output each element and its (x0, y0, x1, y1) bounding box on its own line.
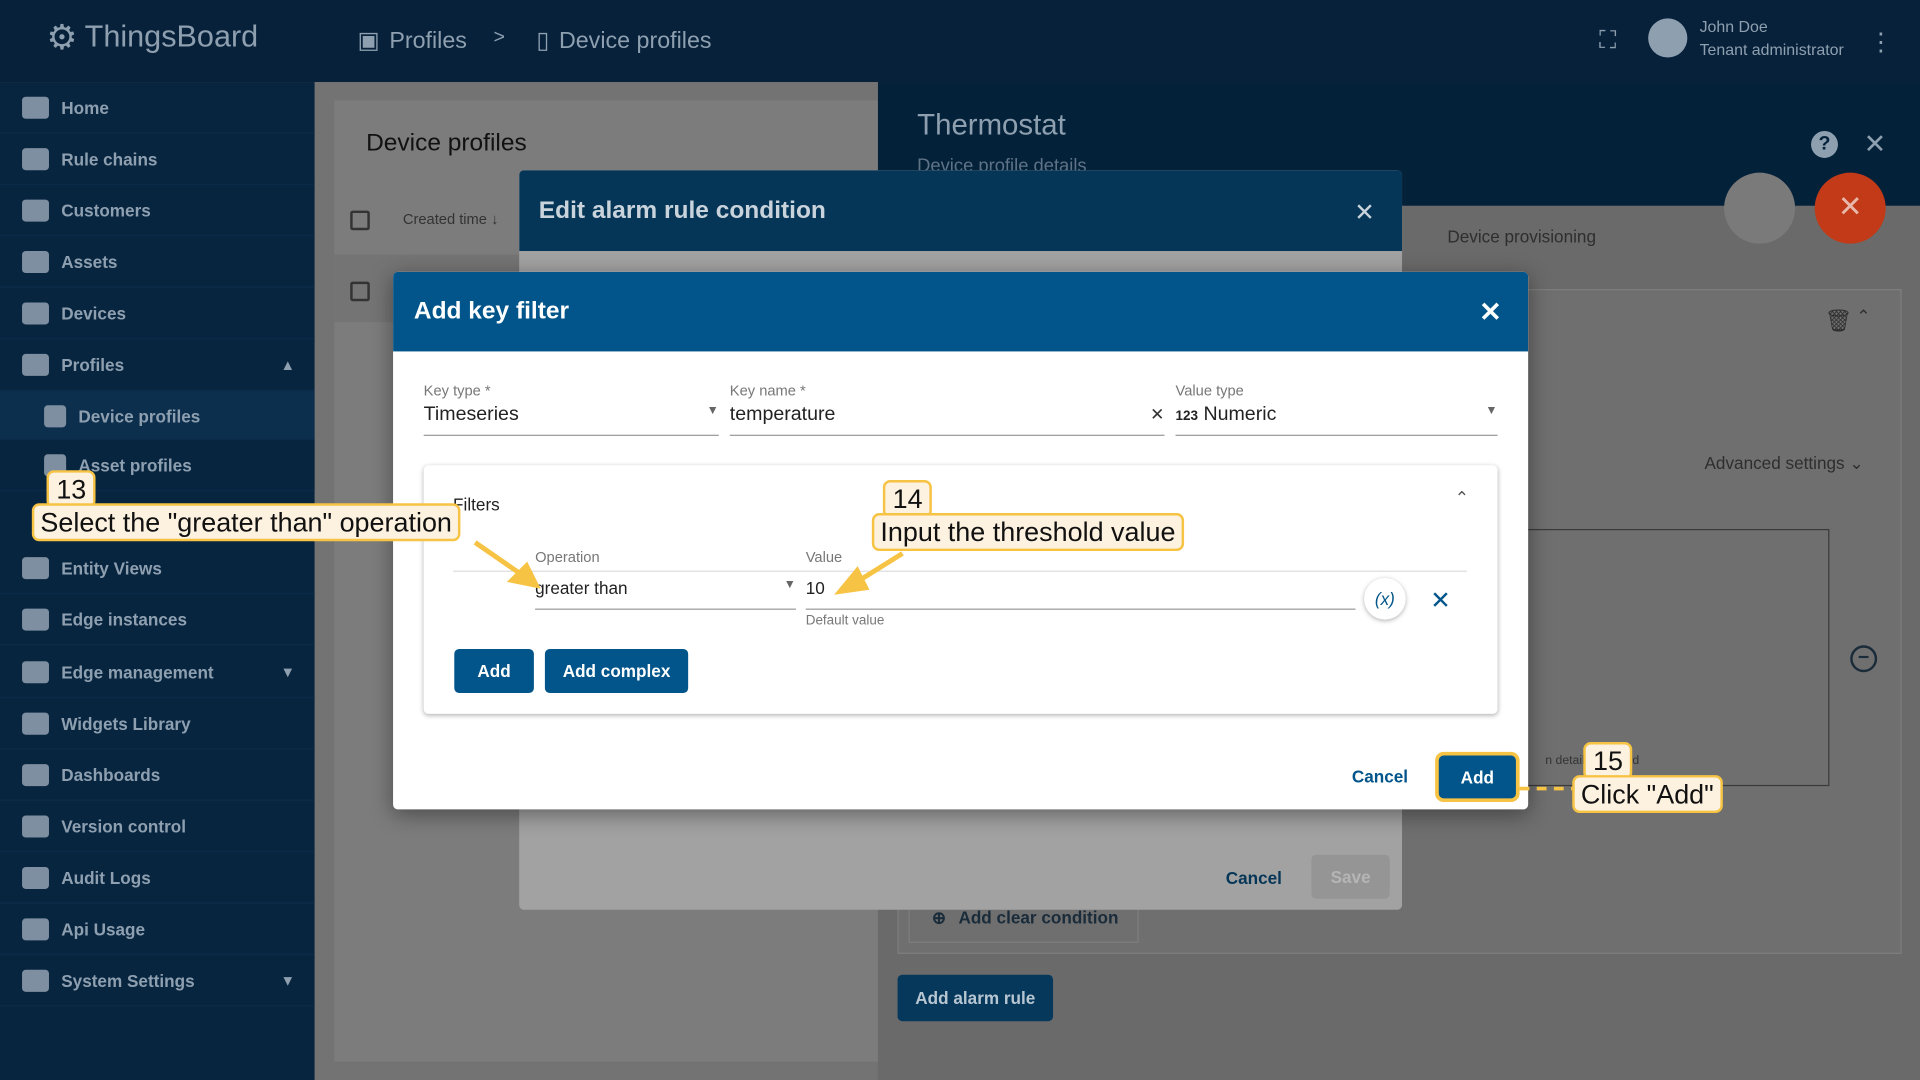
nav-icon (22, 969, 49, 992)
cancel-button[interactable]: Cancel (1225, 868, 1282, 888)
sidebar-item-rule-chains[interactable]: Rule chains (0, 133, 315, 185)
sidebar-item-dashboards[interactable]: Dashboards (0, 749, 315, 801)
arrowhead-icon (834, 566, 870, 595)
sidebar-item-home[interactable]: Home (0, 82, 315, 134)
filters-label: Filters (453, 494, 500, 515)
value-type-select[interactable]: Value type 123 Numeric ▼ (1175, 382, 1498, 436)
close-icon[interactable]: ✕ (1479, 296, 1502, 327)
device-profile-icon: ▯ (536, 28, 550, 54)
logo-icon: ⚙ (46, 18, 78, 57)
annotation-text: Input the threshold value (871, 513, 1185, 552)
page-title: Device profiles (366, 129, 527, 157)
sidebar-item-widgets-library[interactable]: Widgets Library (0, 698, 315, 750)
fullscreen-icon[interactable]: ⛶ (1599, 26, 1617, 54)
tab-device-provisioning[interactable]: Device provisioning (1447, 226, 1597, 247)
annotation-number: 13 (46, 470, 97, 509)
numeric-icon: 123 (1175, 408, 1198, 424)
details-title: Thermostat (917, 108, 1066, 143)
key-type-select[interactable]: Key type * Timeseries ▼ (423, 382, 719, 436)
chevron-icon[interactable]: ▲ (280, 355, 296, 373)
nav-icon (22, 301, 49, 324)
profiles-icon: ▣ (357, 28, 380, 54)
close-icon[interactable]: ✕ (1354, 199, 1375, 227)
avatar (1648, 18, 1688, 58)
nav-icon (22, 660, 49, 683)
nav-icon (22, 198, 49, 222)
arrowhead-icon (506, 561, 541, 589)
dropdown-arrow-icon: ▼ (1485, 404, 1498, 418)
nav-icon (22, 763, 49, 786)
nav-icon (22, 147, 49, 170)
sidebar-item-edge-management[interactable]: Edge management ▼ (0, 647, 315, 698)
filters-panel: Filters ⌃ Operation greater than ▼ Value … (424, 465, 1498, 714)
key-name-input[interactable]: Key name * temperature ✕ (729, 382, 1165, 436)
add-circle-icon: ⊕ (931, 906, 947, 927)
chevron-icon[interactable]: ▼ (280, 971, 296, 989)
sidebar-item-version-control[interactable]: Version control (0, 801, 315, 853)
apply-button[interactable] (1724, 172, 1796, 244)
nav-icon (22, 607, 49, 631)
top-bar (0, 0, 1920, 83)
sidebar-item-entity-views[interactable]: Entity Views (0, 542, 315, 594)
nav-icon (22, 917, 49, 940)
add-alarm-rule-button[interactable]: Add alarm rule (897, 974, 1054, 1022)
sidebar-item-system-settings[interactable]: System Settings ▼ (0, 955, 315, 1007)
nav-icon (22, 96, 49, 119)
sidebar-item-profiles[interactable]: Profiles ▲ (0, 339, 315, 391)
advanced-settings[interactable]: Advanced settings ⌄ (1704, 453, 1864, 473)
nav-icon (22, 250, 49, 273)
operation-select[interactable]: Operation greater than ▼ (535, 549, 796, 610)
nav-icon (22, 556, 49, 579)
remove-icon[interactable]: − (1850, 645, 1878, 673)
dynamic-value-button[interactable]: (x) (1364, 578, 1406, 620)
sidebar-item-device-profiles[interactable]: Device profiles (0, 390, 315, 443)
sidebar-item-assets[interactable]: Assets (0, 236, 315, 288)
sidebar-item-api-usage[interactable]: Api Usage (0, 904, 315, 956)
cancel-button[interactable]: Cancel (1351, 766, 1409, 787)
annotation-text: Select the "greater than" operation (31, 503, 461, 542)
close-icon[interactable]: ✕ (1863, 128, 1887, 160)
nav-icon (22, 866, 49, 889)
breadcrumb-separator: > (493, 26, 505, 48)
sidebar: Home Rule chains Customers Assets Devices Pro… (0, 82, 315, 1080)
chevron-icon[interactable]: ▼ (280, 663, 296, 681)
save-button[interactable]: Save (1311, 854, 1390, 899)
delete-icon[interactable]: 🗑 (1824, 308, 1853, 334)
help-icon[interactable]: ? (1811, 131, 1838, 158)
user-menu[interactable]: John Doe Tenant administrator (1648, 17, 1844, 59)
nav-icon (22, 814, 49, 837)
annotation-text: Click "Add" (1572, 775, 1723, 814)
column-created-time[interactable]: Created time ↓ (402, 210, 499, 228)
partial-label: n details rd (1545, 754, 1640, 768)
remove-filter-icon[interactable]: ✕ (1430, 587, 1451, 615)
annotation-number: 14 (882, 480, 933, 518)
add-filter-button[interactable]: Add (454, 648, 534, 694)
collapse-icon[interactable]: ⌃ (1856, 306, 1871, 326)
row-checkbox[interactable] (350, 281, 370, 302)
nav-icon (22, 353, 49, 376)
dropdown-arrow-icon: ▼ (706, 404, 719, 418)
add-key-filter-dialog: Add key filter ✕ Key type * Timeseries ▼ … (393, 271, 1529, 810)
logo[interactable]: ⚙ ThingsBoard (46, 18, 259, 57)
add-complex-button[interactable]: Add complex (544, 648, 689, 694)
dialog-title: Add key filter (413, 297, 570, 325)
value-input[interactable]: Value 10 Default value (805, 549, 1356, 628)
dropdown-arrow-icon: ▼ (783, 577, 796, 592)
dialog-title: Edit alarm rule condition (519, 170, 1403, 252)
breadcrumb-device-profiles[interactable]: ▯ Device profiles (536, 27, 712, 54)
sidebar-item-edge-instances[interactable]: Edge instances (0, 594, 315, 646)
nav-icon (22, 712, 49, 735)
sidebar-item-customers[interactable]: Customers (0, 185, 315, 237)
sidebar-item-audit-logs[interactable]: Audit Logs (0, 852, 315, 904)
collapse-icon[interactable]: ⌃ (1454, 487, 1470, 507)
sidebar-item-devices[interactable]: Devices (0, 288, 315, 340)
add-key-filter-submit-button[interactable]: Add (1435, 751, 1520, 803)
select-all-checkbox[interactable] (350, 210, 370, 231)
cancel-edit-fab[interactable]: ✕ (1814, 172, 1886, 244)
nav-icon (44, 404, 67, 427)
more-vert-icon[interactable]: ⋮ (1868, 29, 1894, 57)
breadcrumb-profiles[interactable]: ▣ Profiles (357, 27, 467, 54)
clear-icon[interactable]: ✕ (1150, 404, 1165, 424)
